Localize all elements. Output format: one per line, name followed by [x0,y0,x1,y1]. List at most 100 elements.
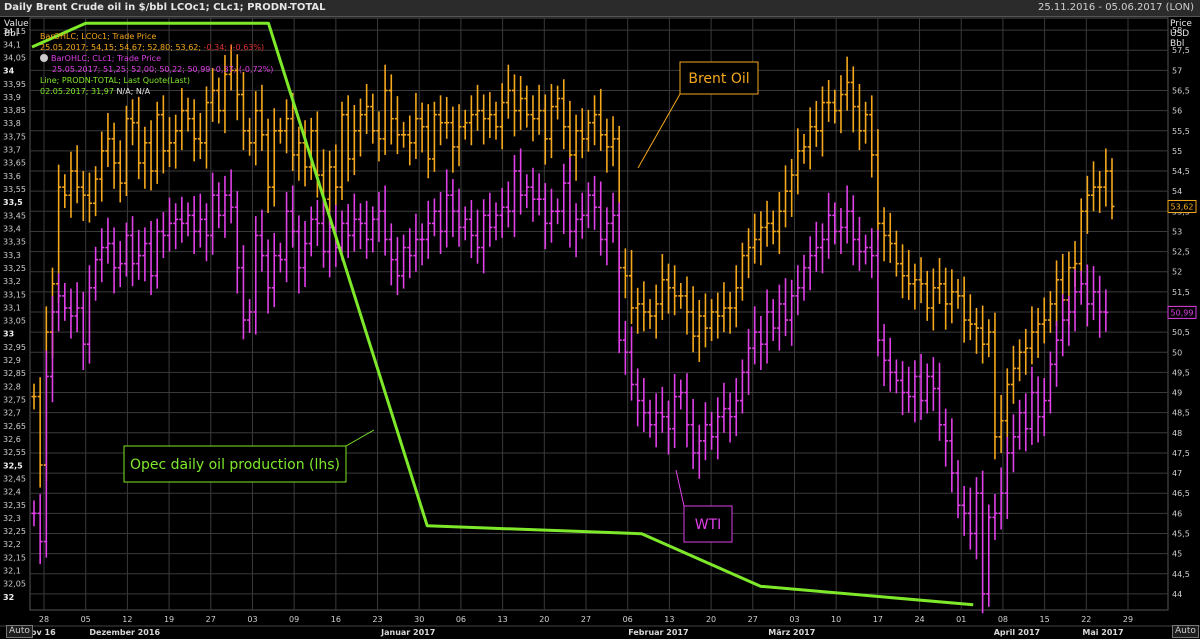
brent-bar [980,305,986,364]
brent-bar [475,84,481,131]
brent-callout-box [679,61,759,95]
brent-bar [364,84,370,134]
brent-bar [222,55,228,134]
wti-bar [382,185,388,256]
wti-bar [401,234,407,289]
wti-bar [1091,266,1097,321]
wti-bar [253,216,259,335]
left-tick-label: 34 [3,67,15,76]
brent-bar [493,101,499,140]
left-tick-label: 33,7 [3,146,21,155]
wti-bar [290,185,296,248]
right-tick-label: 49,5 [1172,368,1190,377]
brent-bar [438,95,444,146]
left-tick-label: 33,25 [3,264,26,273]
brent-bar [702,293,708,348]
left-tick-label: 32,1 [3,567,21,576]
wti-bar [388,223,394,286]
wti-bar [536,173,542,216]
opec-callout-box [123,445,347,483]
left-auto-button[interactable]: Auto [6,625,33,638]
brent-bar [536,84,542,135]
brent-bar [783,165,789,228]
brent-bar [154,101,160,184]
brent-bar [234,54,240,121]
left-tick-label: 33 [3,330,14,339]
wti-bar [542,183,548,250]
brent-bar [86,172,92,223]
left-tick-label: 32,45 [3,474,26,483]
left-tick-label: 33,65 [3,159,26,168]
brent-bar [924,270,930,321]
right-auto-button[interactable]: Auto [1172,625,1199,638]
brent-bar [1084,175,1090,234]
brent-bar [746,228,752,279]
wti-bar [801,254,807,301]
brent-bar [302,120,308,187]
wti-bar [659,386,665,433]
x-month-label: Januar 2017 [380,628,435,637]
x-tick-label: 16 [331,615,341,624]
brent-bar [881,207,887,262]
brent-bar [764,200,770,247]
x-tick-label: 20 [706,615,716,624]
wti-bar [314,200,320,246]
brent-bar [610,116,616,167]
wti-bar [770,299,776,341]
left-tick-label: 33,55 [3,185,26,194]
left-tick-label: 32,3 [3,514,21,523]
brent-bar [505,64,511,119]
wti-bar [585,182,591,229]
legend-toggle-icon[interactable] [40,54,48,62]
brent-bar [99,131,105,202]
wti-bar [641,378,647,432]
wti-bar [505,181,511,228]
wti-bar [493,202,499,241]
wti-bar [875,229,881,357]
wti-bar [302,220,308,288]
wti-bar [160,212,166,259]
wti-bar [961,485,967,536]
wti-bar [167,197,173,252]
wti-bar [937,362,943,441]
right-tick-label: 50,5 [1172,328,1190,337]
legend-opec-values: 02.05.2017; 31,97 N/A; N/A [40,86,273,97]
brent-bar [986,319,992,358]
wti-bar [136,229,142,280]
right-tick-label: 53 [1172,227,1182,236]
date-range: 25.11.2016 - 05.06.2017 (LON) [1037,2,1194,13]
brent-bar [173,114,179,169]
left-tick-label: 33,45 [3,211,26,220]
wti-bar [197,193,203,248]
right-tick-label: 49 [1172,389,1182,398]
wti-bar [561,163,567,234]
brent-bar [197,113,203,159]
wti-bar [413,213,419,272]
brent-bar [727,291,733,334]
brent-bar [284,99,290,154]
wti-bar [93,246,99,301]
wti-bar [850,195,856,266]
brent-bar [622,248,628,299]
left-tick-label: 32,85 [3,369,26,378]
x-tick-label: 06 [623,615,633,624]
left-tick-label: 32,9 [3,356,21,365]
brent-bar [949,269,955,324]
wti-bar [425,200,431,259]
right-tick-label: 52 [1172,268,1182,277]
brent-bar [961,276,967,343]
brent-bar [758,211,764,266]
left-axis-header-line1: Value [4,19,29,29]
left-tick-label: 33,2 [3,277,21,286]
brent-bar [62,174,68,209]
right-tick-label: 58 [1172,26,1182,35]
brent-bar [863,101,869,144]
wti-bar [746,328,752,395]
brent-bar [123,105,129,197]
wti-bar [376,191,382,242]
brent-bar [733,265,739,328]
left-tick-label: 32 [3,593,14,602]
wti-bar [105,217,111,264]
wti-bar [1017,399,1023,450]
